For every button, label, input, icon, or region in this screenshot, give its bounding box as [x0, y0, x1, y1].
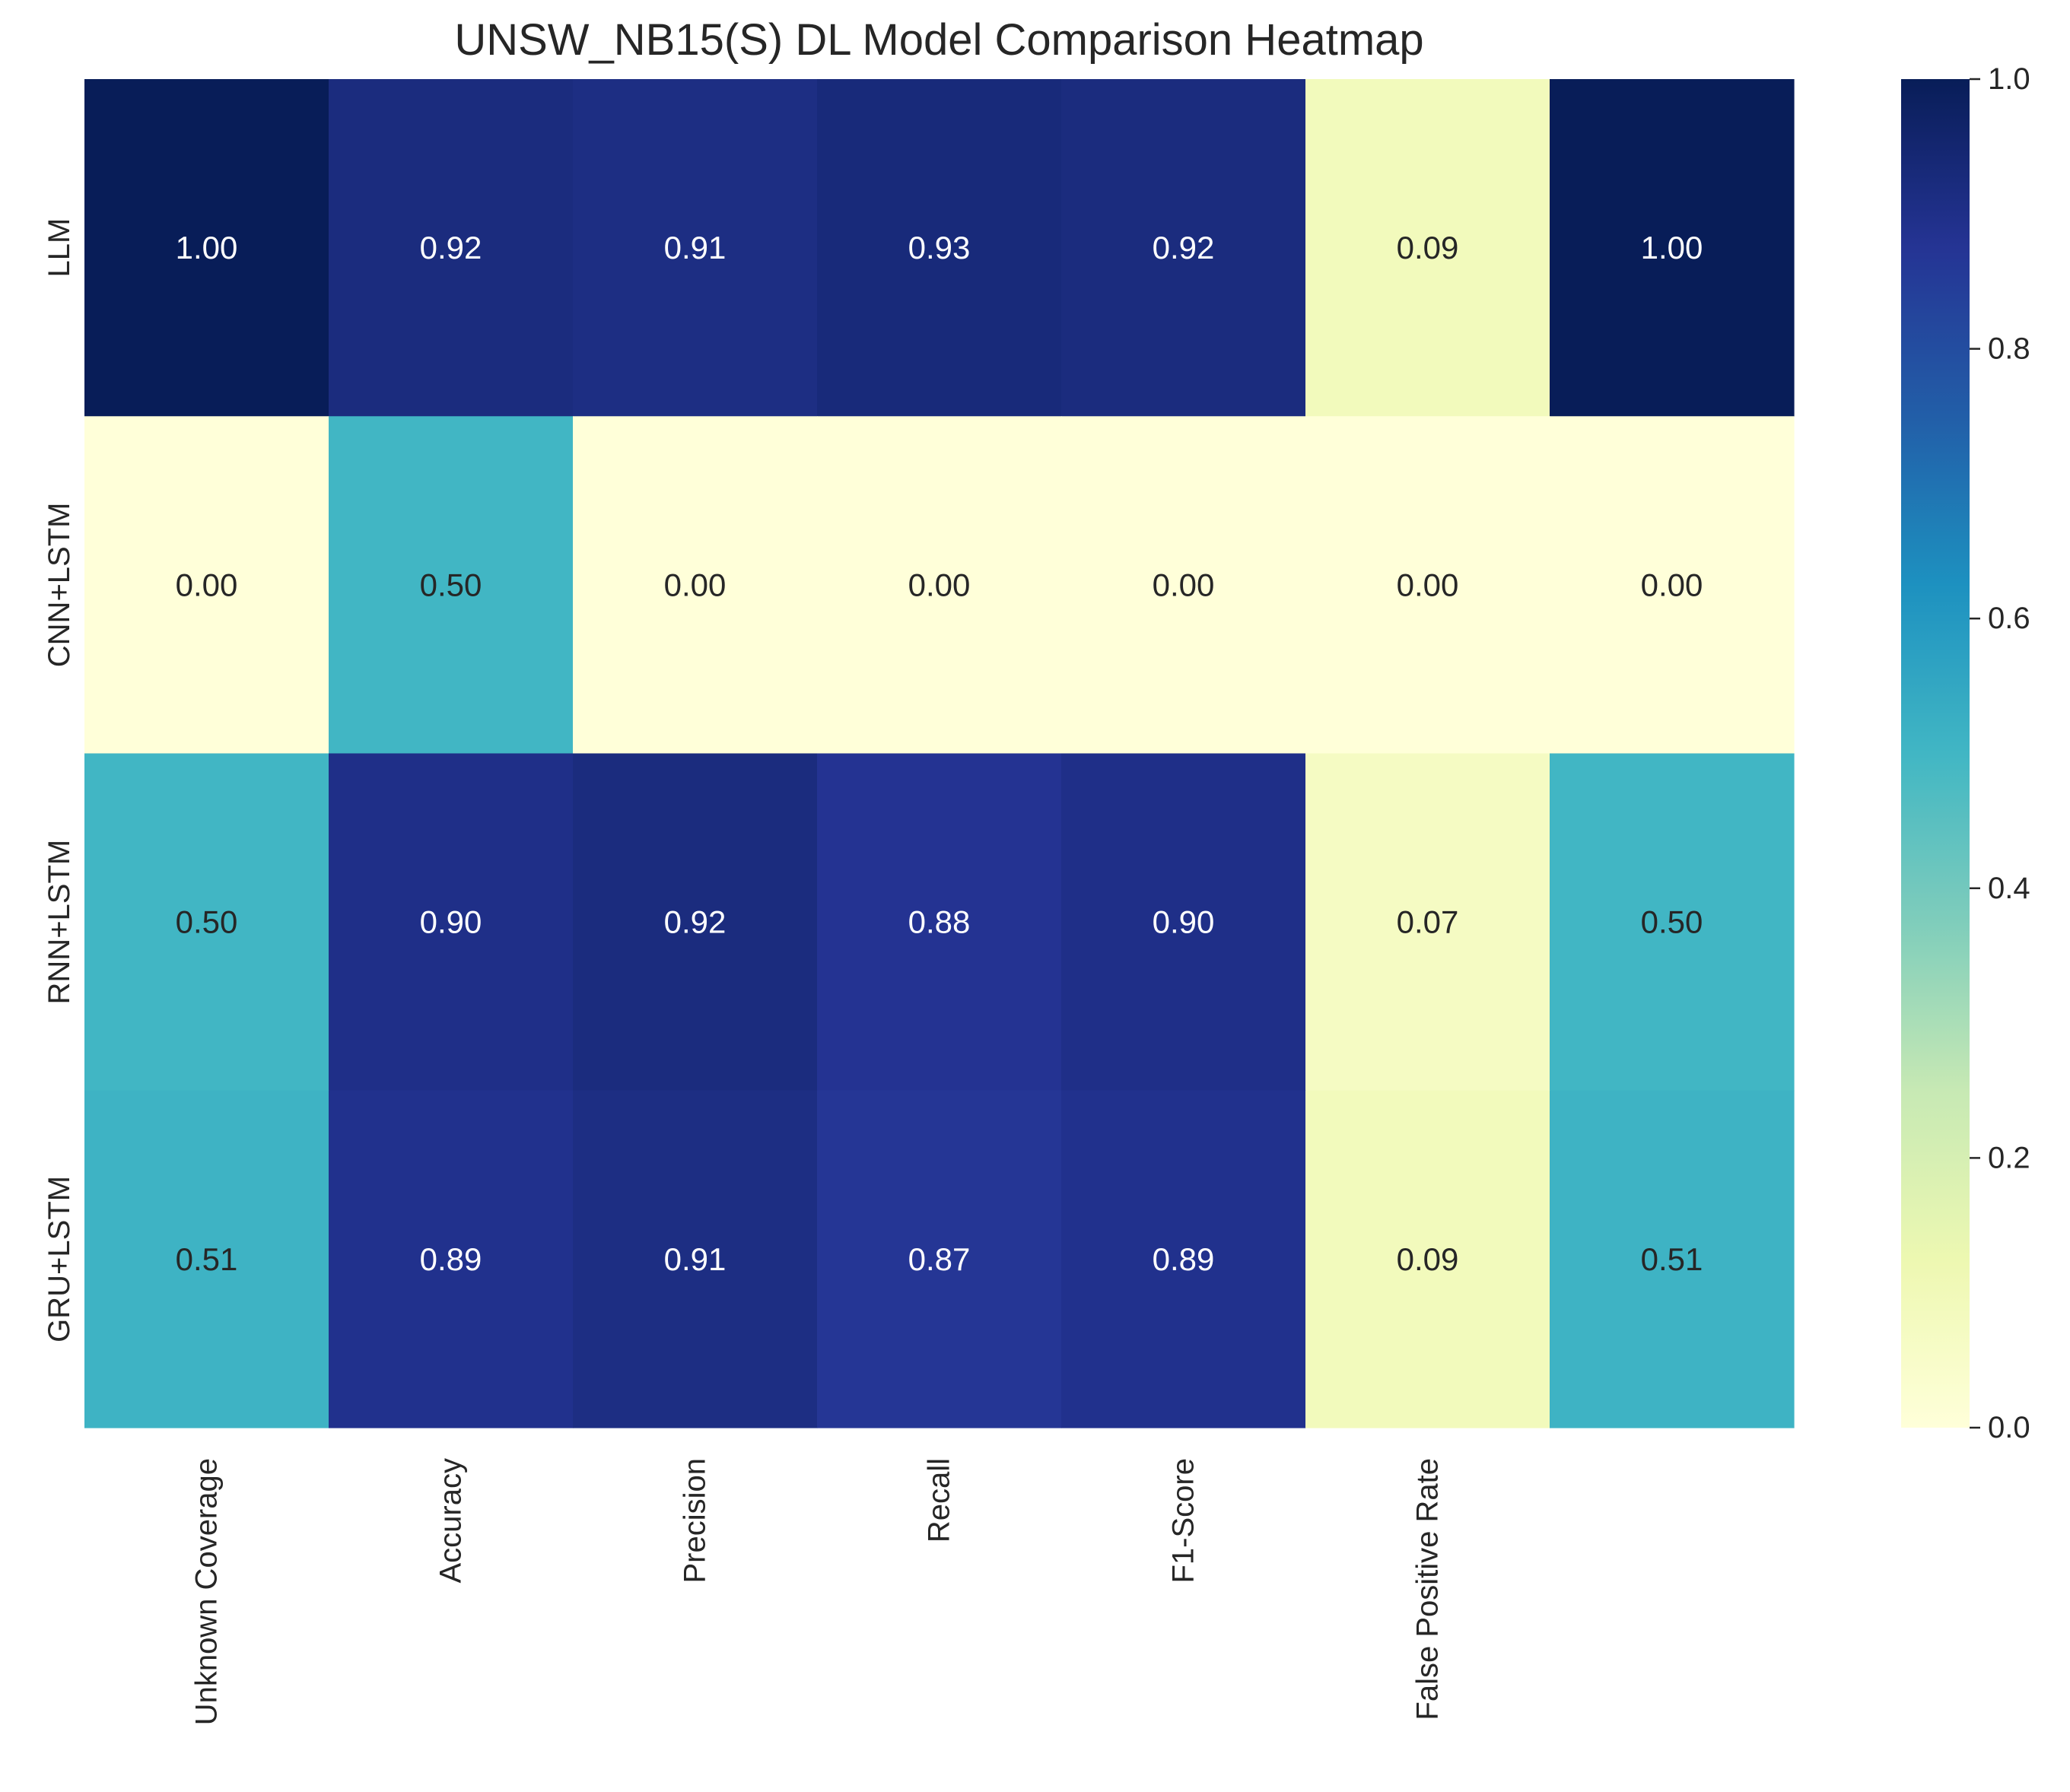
heatmap-cell: [1550, 1090, 1795, 1428]
heatmap-cell-label: 0.00: [1397, 567, 1459, 602]
heatmap-cell: [329, 1090, 574, 1428]
heatmap-cell: [1305, 753, 1550, 1091]
colorbar-tick-label: 0.6: [1988, 602, 2030, 635]
heatmap-cell-label: 0.09: [1397, 230, 1459, 265]
heatmap-cell: [1550, 79, 1795, 417]
heatmap-cell-label: 0.00: [664, 567, 727, 602]
row-tick-label: LLM: [43, 218, 76, 278]
heatmap-cell: [1305, 416, 1550, 755]
heatmap-cell: [1550, 753, 1795, 1091]
heatmap-cell-label: 0.50: [420, 567, 482, 602]
heatmap-cell-label: 0.00: [1641, 567, 1703, 602]
heatmap-cell: [1061, 1090, 1306, 1428]
heatmap-cell-label: 0.87: [908, 1241, 971, 1277]
heatmap-cell: [573, 416, 818, 755]
chart-title: UNSW_NB15(S) DL Model Comparison Heatmap: [454, 15, 1423, 65]
row-tick-label: GRU+LSTM: [43, 1176, 76, 1342]
heatmap-cell-label: 0.00: [908, 567, 971, 602]
heatmap-cell: [1550, 416, 1795, 755]
heatmap-cell-label: 0.89: [1153, 1241, 1215, 1277]
heatmap-cell: [817, 753, 1062, 1091]
heatmap-cell: [573, 79, 818, 417]
colorbar-tick-label: 1.0: [1988, 62, 2030, 96]
heatmap-cell: [573, 753, 818, 1091]
heatmap-cell: [573, 1090, 818, 1428]
heatmap-cell-label: 0.93: [908, 230, 971, 265]
heatmap-cell-label: 0.00: [176, 567, 238, 602]
heatmap-cell-label: 0.51: [176, 1241, 238, 1277]
heatmap-cell: [817, 1090, 1062, 1428]
heatmap-cell-label: 0.91: [664, 230, 727, 265]
colorbar: 0.0 0.2 0.4 0.6 0.8 1.0: [1901, 62, 2030, 1444]
row-tick-labels: LLM CNN+LSTM RNN+LSTM GRU+LSTM: [43, 218, 76, 1342]
colorbar-tick-label: 0.4: [1988, 872, 2030, 905]
column-tick-label: Unknown Coverage: [190, 1458, 224, 1725]
heatmap-cell-label: 0.91: [664, 1241, 727, 1277]
heatmap-cell: [329, 416, 574, 755]
heatmap-cell: [1061, 79, 1306, 417]
column-tick-label: Recall: [923, 1458, 956, 1543]
heatmap-cell: [329, 753, 574, 1091]
heatmap-cell-label: 0.00: [1153, 567, 1215, 602]
column-tick-label: F1-Score: [1167, 1458, 1200, 1584]
heatmap-cell-label: 0.90: [1153, 904, 1215, 940]
heatmap-cell: [1061, 753, 1306, 1091]
heatmap-cell: [329, 79, 574, 417]
colorbar-gradient: [1901, 79, 1970, 1428]
heatmap-cell-label: 0.50: [1641, 904, 1703, 940]
column-tick-label: Accuracy: [434, 1458, 468, 1584]
heatmap-cells: [84, 79, 1795, 1428]
heatmap-cell-label: 0.92: [420, 230, 482, 265]
heatmap-cell-label: 0.89: [420, 1241, 482, 1277]
heatmap-cell: [84, 79, 329, 417]
column-tick-labels: Unknown Coverage Accuracy Precision Recall F…: [190, 1458, 1445, 1725]
heatmap-cell-label: 0.92: [664, 904, 727, 940]
colorbar-tick-label: 0.0: [1988, 1411, 2030, 1444]
heatmap-cell-label: 0.92: [1153, 230, 1215, 265]
row-tick-label: CNN+LSTM: [43, 503, 76, 668]
heatmap-cell: [817, 79, 1062, 417]
heatmap-cell-label: 0.51: [1641, 1241, 1703, 1277]
heatmap-cell: [1061, 416, 1306, 755]
heatmap-cell-label: 0.90: [420, 904, 482, 940]
heatmap-cell: [84, 753, 329, 1091]
row-tick-label: RNN+LSTM: [43, 840, 76, 1005]
heatmap-cell-labels: 1.00 0.92 0.91 0.93 0.92 0.09 1.00 0.00 0.50 0.00…: [176, 230, 1703, 1277]
heatmap-cell-label: 0.07: [1397, 904, 1459, 940]
heatmap-cell: [84, 416, 329, 755]
heatmap-cell-label: 0.50: [176, 904, 238, 940]
column-tick-label: False Positive Rate: [1411, 1458, 1445, 1721]
colorbar-tick-label: 0.2: [1988, 1141, 2030, 1174]
heatmap-cell-label: 1.00: [1641, 230, 1703, 265]
heatmap-cell: [84, 1090, 329, 1428]
heatmap-cell: [817, 416, 1062, 755]
column-tick-label: Precision: [679, 1458, 712, 1584]
heatmap-cell-label: 0.88: [908, 904, 971, 940]
colorbar-tick-label: 0.8: [1988, 332, 2030, 366]
heatmap-cell-label: 0.09: [1397, 1241, 1459, 1277]
heatmap-cell-label: 1.00: [176, 230, 238, 265]
heatmap-cell: [1305, 1090, 1550, 1428]
heatmap-cell: [1305, 79, 1550, 417]
